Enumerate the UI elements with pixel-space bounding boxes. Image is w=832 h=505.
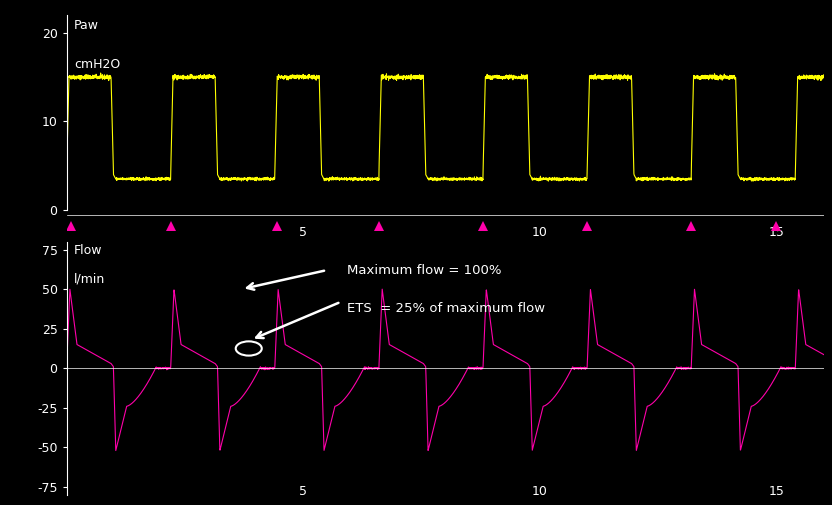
Text: 5: 5	[300, 485, 307, 498]
Text: Flow: Flow	[74, 244, 102, 257]
Text: ETS  = 25% of maximum flow: ETS = 25% of maximum flow	[347, 302, 545, 316]
Text: Paw: Paw	[74, 19, 99, 32]
Text: 10: 10	[532, 226, 547, 239]
Text: 10: 10	[532, 485, 547, 498]
Text: l/min: l/min	[74, 272, 106, 285]
Text: 15: 15	[769, 485, 785, 498]
Text: 15: 15	[769, 226, 785, 239]
Text: Maximum flow = 100%: Maximum flow = 100%	[347, 265, 501, 277]
Text: 5: 5	[300, 226, 307, 239]
Text: cmH2O: cmH2O	[74, 58, 121, 71]
